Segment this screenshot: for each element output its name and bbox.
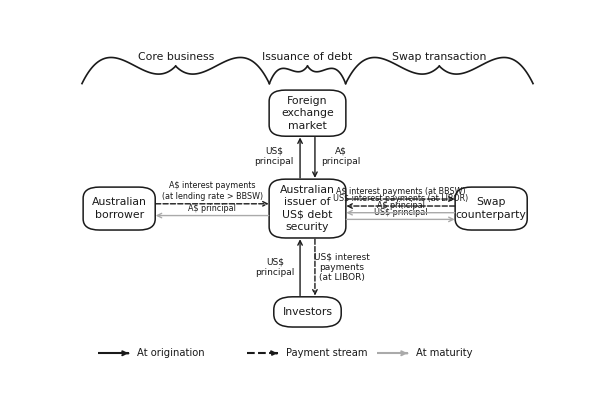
Text: Investors: Investors (283, 307, 332, 317)
Text: A$ principal: A$ principal (377, 201, 424, 210)
Text: Swap transaction: Swap transaction (392, 52, 487, 62)
Text: Core business: Core business (137, 52, 214, 62)
Text: US$
principal: US$ principal (255, 258, 295, 277)
Text: A$ interest payments (at BBSW): A$ interest payments (at BBSW) (335, 187, 466, 196)
Text: Payment stream: Payment stream (286, 348, 367, 358)
Text: A$ interest payments
(at lending rate > BBSW): A$ interest payments (at lending rate > … (161, 181, 263, 201)
FancyBboxPatch shape (83, 187, 155, 230)
FancyBboxPatch shape (269, 179, 346, 238)
Text: US$
principal: US$ principal (254, 146, 294, 166)
Text: At origination: At origination (137, 348, 205, 358)
Text: Swap
counterparty: Swap counterparty (456, 197, 527, 220)
Text: At maturity: At maturity (416, 348, 472, 358)
Text: Australian
borrower: Australian borrower (92, 197, 146, 220)
Text: Issuance of debt: Issuance of debt (262, 52, 353, 62)
Text: A$
principal: A$ principal (321, 146, 361, 166)
Text: A$ principal: A$ principal (188, 204, 236, 214)
Text: US$ principal: US$ principal (374, 208, 427, 217)
Text: Foreign
exchange
market: Foreign exchange market (281, 96, 334, 131)
Text: US$ interest
payments
(at LIBOR): US$ interest payments (at LIBOR) (314, 252, 370, 282)
FancyBboxPatch shape (455, 187, 527, 230)
Text: Australian
issuer of
US$ debt
security: Australian issuer of US$ debt security (280, 185, 335, 232)
FancyBboxPatch shape (269, 90, 346, 136)
Text: US$ interest payments (at LIBOR): US$ interest payments (at LIBOR) (333, 194, 468, 203)
FancyBboxPatch shape (274, 297, 341, 327)
